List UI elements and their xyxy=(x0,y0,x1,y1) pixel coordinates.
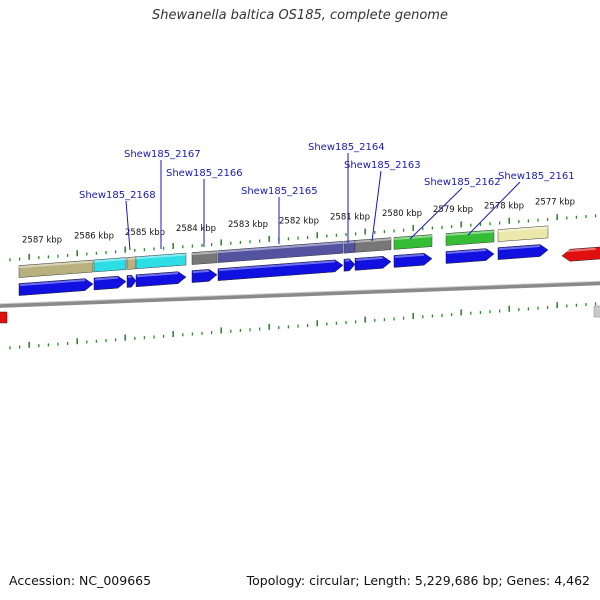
cds-arrow-5-shine xyxy=(192,269,210,274)
feature-bar-2165-shine xyxy=(217,241,344,254)
gene-label[interactable]: Shew185_2164 xyxy=(308,142,385,153)
genome-backbone xyxy=(0,281,600,308)
feature-bar-2160[interactable] xyxy=(497,225,549,242)
kbp-label: 2577 kbp xyxy=(535,198,575,208)
gene-label[interactable]: Shew185_2166 xyxy=(166,168,243,179)
cds-arrow-reverse-right-shine xyxy=(562,247,597,253)
feature-bar-2165-a[interactable] xyxy=(191,250,218,265)
kbp-label: 2587 kbp xyxy=(22,235,62,245)
cds-arrow-11-shine xyxy=(498,245,541,251)
kbp-label: 2581 kbp xyxy=(330,213,370,223)
cds-arrow-10-shine xyxy=(446,249,487,255)
cds-arrow-4-shine xyxy=(136,272,179,278)
cds-arrow-9[interactable] xyxy=(393,252,433,268)
feature-grey-edge[interactable] xyxy=(593,305,600,318)
feature-bar-2161[interactable] xyxy=(445,229,495,246)
cds-arrow-11[interactable] xyxy=(497,244,549,260)
feature-bar-2167[interactable] xyxy=(93,257,127,273)
cds-arrow-1-shine xyxy=(19,279,86,287)
gene-label-leader xyxy=(371,170,382,242)
feature-bar-2162-shine xyxy=(393,235,433,240)
cds-arrow-reverse-right[interactable] xyxy=(561,246,600,262)
map-title: Shewanella baltica OS185, complete genom… xyxy=(152,8,448,23)
kbp-label: 2586 kbp xyxy=(74,232,114,242)
kbp-label: 2582 kbp xyxy=(279,216,319,226)
cds-arrow-2-shine xyxy=(94,276,119,281)
cds-arrow-10[interactable] xyxy=(445,248,495,264)
gene-label-leader xyxy=(409,187,463,240)
feature-bar-2163[interactable] xyxy=(354,237,392,253)
cds-arrow-7[interactable] xyxy=(343,258,356,272)
cds-arrow-8[interactable] xyxy=(354,256,392,271)
feature-bar-2165[interactable] xyxy=(217,241,344,263)
cds-arrow-3[interactable] xyxy=(126,274,137,288)
feature-bar-2160-shine xyxy=(497,226,549,233)
cds-arrow-4[interactable] xyxy=(135,271,187,288)
gene-label-leader xyxy=(125,200,131,251)
feature-bar-2164-shine xyxy=(343,240,356,244)
cds-arrow-6[interactable] xyxy=(217,259,344,281)
accession-label: Accession: NC_009665 xyxy=(9,573,152,588)
feature-bar-2166[interactable] xyxy=(135,252,187,270)
cds-arrow-5[interactable] xyxy=(191,269,218,283)
kbp-label: 2583 kbp xyxy=(228,220,268,230)
feature-bar-2167-shine xyxy=(93,258,127,263)
genome-stats-label: Topology: circular; Length: 5,229,686 bp… xyxy=(246,573,590,588)
cds-arrow-2[interactable] xyxy=(93,275,127,291)
feature-bar-2168-shine xyxy=(18,260,94,269)
kbp-label: 2585 kbp xyxy=(125,228,165,238)
kbp-label: 2578 kbp xyxy=(484,201,524,211)
gene-label[interactable]: Shew185_2162 xyxy=(424,177,501,188)
feature-bar-2165-a-shine xyxy=(191,251,218,256)
kbp-label: 2584 kbp xyxy=(176,224,216,234)
feature-bar-2168[interactable] xyxy=(18,259,94,278)
gene-label[interactable]: Shew185_2167 xyxy=(124,149,201,160)
kbp-label: 2579 kbp xyxy=(433,205,473,215)
backbone-highlight xyxy=(0,280,600,305)
gene-label[interactable]: Shew185_2163 xyxy=(344,160,421,171)
gene-label[interactable]: Shew185_2168 xyxy=(79,190,156,201)
kbp-label: 2580 kbp xyxy=(382,209,422,219)
cds-arrow-9-shine xyxy=(394,253,425,258)
feature-bar-2166-shine xyxy=(135,253,187,260)
cds-arrow-reverse-left[interactable] xyxy=(0,311,8,324)
gene-label[interactable]: Shew185_2165 xyxy=(241,186,318,197)
feature-bar-2162[interactable] xyxy=(393,234,433,250)
cds-arrow-8-shine xyxy=(355,256,384,261)
cds-arrow-6-shine xyxy=(218,260,336,272)
feature-bar-2167-b-shine xyxy=(126,257,137,260)
feature-bar-2163-shine xyxy=(354,238,392,243)
cds-arrow-1[interactable] xyxy=(18,278,94,296)
gene-label[interactable]: Shew185_2161 xyxy=(498,171,575,182)
gene-label-leader xyxy=(467,181,521,236)
